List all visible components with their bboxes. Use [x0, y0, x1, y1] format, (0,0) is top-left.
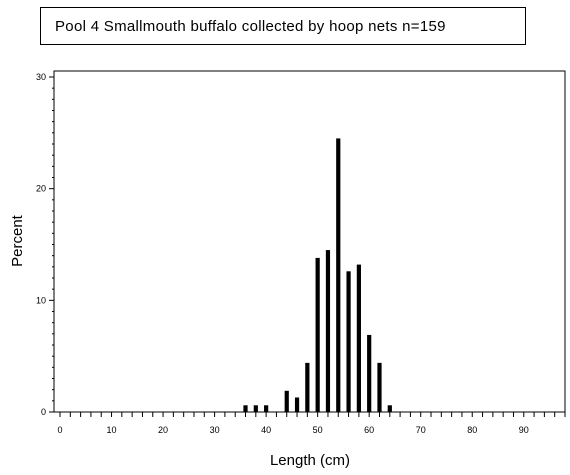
x-tick-label: 90	[519, 425, 529, 435]
x-tick-label: 0	[57, 425, 62, 435]
y-tick-label: 10	[36, 295, 46, 305]
x-tick-label: 60	[364, 425, 374, 435]
x-tick-label: 40	[261, 425, 271, 435]
x-axis-label: Length (cm)	[270, 452, 350, 469]
bar	[294, 397, 300, 412]
bar	[243, 405, 248, 412]
bar	[305, 362, 310, 412]
bar	[356, 264, 361, 412]
y-tick-label: 0	[41, 407, 46, 417]
x-tick-label: 70	[416, 425, 426, 435]
bar	[253, 405, 258, 412]
chart-title: Pool 4 Smallmouth buffalo collected by h…	[55, 17, 446, 35]
x-tick-label: 30	[210, 425, 220, 435]
plot-frame	[53, 70, 566, 413]
chart-title-box: Pool 4 Smallmouth buffalo collected by h…	[40, 7, 526, 45]
bar	[387, 405, 392, 412]
bar	[315, 257, 320, 412]
bar	[336, 138, 341, 412]
y-tick-label: 30	[36, 72, 46, 82]
bar	[325, 250, 331, 412]
x-tick-label: 80	[467, 425, 477, 435]
x-tick-label: 10	[107, 425, 117, 435]
y-tick-label: 20	[36, 184, 46, 194]
x-tick-label: 50	[313, 425, 323, 435]
bar	[346, 271, 351, 412]
bar	[377, 362, 382, 412]
x-tick-label: 20	[158, 425, 168, 435]
y-axis-label: Percent	[9, 214, 26, 267]
bar	[264, 405, 269, 412]
bar	[367, 334, 372, 412]
bar	[284, 390, 289, 412]
